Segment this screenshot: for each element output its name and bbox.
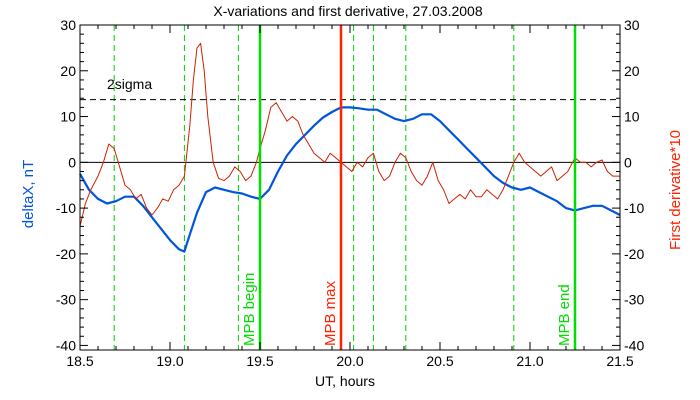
y-axis-label-left: deltaX, nT: [20, 160, 37, 228]
axis-ticks: 18.5 19.0 19.5 20.0 20.5 21.0 21.5-40 -40-30 -30…: [56, 17, 645, 369]
y-tick-label-right: 30: [624, 17, 640, 33]
marker-label: MPB max: [322, 280, 339, 346]
event-markers: MPB begin MPB max MPB end: [241, 25, 577, 350]
y-tick-label-left: 30: [60, 17, 76, 33]
y-tick-label-right: 20: [624, 63, 640, 79]
y-axis-label-right: First derivative*10: [667, 130, 684, 250]
x-axis-label: UT, hours: [315, 373, 375, 389]
marker-label: MPB begin: [241, 273, 258, 346]
y-tick-label-left: 10: [60, 109, 76, 125]
x-tick-label: 19.0: [156, 353, 183, 369]
y-tick-label-right: 10: [624, 109, 640, 125]
horizontal-guides: [80, 99, 620, 163]
x-tick-label: 20.0: [336, 353, 363, 369]
y-tick-label-right: 0: [624, 154, 632, 170]
y-tick-label-left: 0: [68, 154, 76, 170]
two-sigma-annotation: 2sigma: [107, 76, 152, 92]
marker-label: MPB end: [556, 284, 573, 346]
x-tick-label: 19.5: [246, 353, 273, 369]
y-tick-label-left: -10: [56, 200, 76, 216]
y-tick-label-left: -40: [56, 337, 76, 353]
y-tick-label-right: -30: [624, 292, 644, 308]
y-tick-label-right: -10: [624, 200, 644, 216]
plot-frame: [79, 24, 621, 351]
x-tick-label: 21.0: [516, 353, 543, 369]
chart-title: X-variations and first derivative, 27.03…: [213, 3, 482, 19]
derivative-line: [79, 42, 620, 227]
y-tick-label-left: -20: [56, 246, 76, 262]
y-tick-label-right: -20: [624, 246, 644, 262]
y-tick-label-left: -30: [56, 292, 76, 308]
y-tick-label-right: -40: [624, 337, 644, 353]
x-tick-label: 20.5: [426, 353, 453, 369]
x-tick-label: 21.5: [606, 353, 633, 369]
series-lines: [79, 42, 621, 253]
deltax-line: [79, 106, 621, 253]
y-tick-label-left: 20: [60, 63, 76, 79]
vertical-guides: [113, 25, 515, 350]
x-tick-label: 18.5: [66, 353, 93, 369]
